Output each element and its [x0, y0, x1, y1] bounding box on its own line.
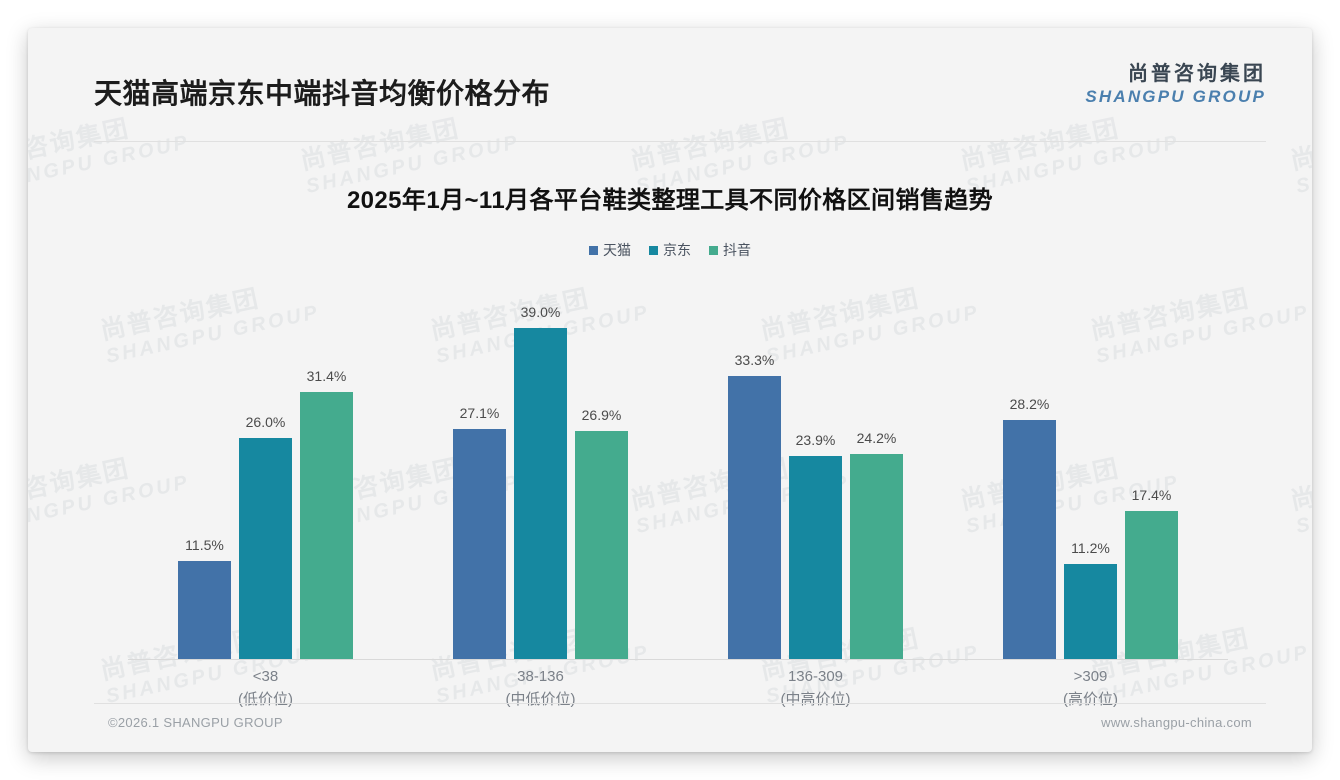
x-axis-line	[128, 659, 1228, 660]
slide-card: 尚普咨询集团 SHANGPU GROUP 尚普咨询集团 SHANGPU GROUP 尚普…	[28, 28, 1312, 752]
bar-京东->309[interactable]	[1064, 564, 1117, 659]
header-divider	[94, 141, 1266, 142]
bar-group: 33.3% 23.9% 24.2%	[678, 278, 953, 659]
bar-slot: 31.4%	[300, 278, 353, 659]
legend-swatch-icon	[589, 245, 598, 255]
bar-value-label: 39.0%	[520, 304, 561, 320]
bar-天猫-38-136[interactable]	[453, 429, 506, 659]
bar-slot: 39.0%	[514, 278, 567, 659]
bar-group: 27.1% 39.0% 26.9%	[403, 278, 678, 659]
footer-divider	[94, 703, 1266, 704]
bar-slot: 23.9%	[789, 278, 842, 659]
legend-label: 抖音	[723, 242, 751, 258]
chart-legend: 天猫 京东 抖音	[28, 240, 1312, 260]
bar-value-label: 23.9%	[795, 432, 836, 448]
bar-抖音-136-309[interactable]	[850, 454, 903, 659]
legend-label: 天猫	[603, 242, 631, 258]
brand-logo-en: SHANGPU GROUP	[1085, 87, 1266, 106]
x-axis-label-sub: (高价位)	[1063, 690, 1118, 708]
x-axis-label-main: 38-136	[517, 668, 564, 685]
bar-京东-136-309[interactable]	[789, 456, 842, 659]
bar-group: 11.5% 26.0% 31.4%	[128, 278, 403, 659]
bar-value-label: 26.0%	[245, 414, 286, 430]
watermark-cn: 尚普咨询集团	[1288, 454, 1312, 516]
bar-slot: 11.2%	[1064, 278, 1117, 659]
bar-slot: 11.5%	[178, 278, 231, 659]
x-axis-label-38-136: 38-136 (中低价位)	[403, 666, 678, 711]
bar-value-label: 33.3%	[734, 352, 775, 368]
chart-plot-area: 11.5% 26.0% 31.4% 27.1% 39.0% 26.9% 33.3% 23.9%…	[128, 278, 1228, 660]
bar-抖音-<38[interactable]	[300, 392, 353, 659]
chart-title: 2025年1月~11月各平台鞋类整理工具不同价格区间销售趋势	[346, 187, 994, 214]
bar-slot: 28.2%	[1003, 278, 1056, 659]
bar-slot: 24.2%	[850, 278, 903, 659]
legend-item-天猫[interactable]: 天猫	[589, 240, 631, 260]
bar-天猫-<38[interactable]	[178, 561, 231, 659]
bar-value-label: 28.2%	[1009, 396, 1050, 412]
legend-item-京东[interactable]: 京东	[649, 240, 691, 260]
bar-value-label: 11.2%	[1071, 540, 1110, 556]
bar-slot: 26.9%	[575, 278, 628, 659]
x-axis-label-main: >309	[1073, 668, 1108, 685]
x-axis-label-<38: <38 (低价位)	[128, 666, 403, 711]
legend-item-抖音[interactable]: 抖音	[709, 240, 751, 260]
legend-swatch-icon	[709, 245, 718, 255]
bar-slot: 26.0%	[239, 278, 292, 659]
bar-value-label: 31.4%	[306, 368, 347, 384]
bar-value-label: 24.2%	[856, 430, 897, 446]
bar-value-label: 26.9%	[581, 407, 622, 423]
bar-value-label: 11.5%	[185, 537, 224, 553]
x-axis-label-136-309: 136-309 (中高价位)	[678, 666, 953, 711]
bar-slot: 27.1%	[453, 278, 506, 659]
slide-header: 天猫高端京东中端抖音均衡价格分布 尚普咨询集团 SHANGPU GROUP	[28, 28, 1312, 118]
x-axis-label-sub: (中低价位)	[505, 690, 576, 708]
footer-copyright: ©2026.1 SHANGPU GROUP	[108, 715, 283, 730]
bar-slot: 17.4%	[1125, 278, 1178, 659]
bar-京东-38-136[interactable]	[514, 328, 567, 659]
bar-value-label: 17.4%	[1131, 487, 1172, 503]
footer-website[interactable]: www.shangpu-china.com	[1101, 715, 1252, 730]
bar-group: 28.2% 11.2% 17.4%	[953, 278, 1228, 659]
brand-logo-cn: 尚普咨询集团	[1128, 63, 1266, 85]
bar-天猫-136-309[interactable]	[728, 376, 781, 659]
page-title: 天猫高端京东中端抖音均衡价格分布	[94, 78, 551, 109]
x-axis-label-sub: (低价位)	[238, 690, 293, 708]
x-axis-labels: <38 (低价位) 38-136 (中低价位) 136-309 (中高价位) >309 (高价…	[128, 666, 1228, 711]
x-axis-label-main: <38	[252, 668, 279, 685]
legend-swatch-icon	[649, 245, 658, 255]
bar-抖音-38-136[interactable]	[575, 431, 628, 659]
brand-logo: 尚普咨询集团 SHANGPU GROUP	[1085, 62, 1266, 107]
bar-抖音->309[interactable]	[1125, 511, 1178, 659]
bar-京东-<38[interactable]	[239, 438, 292, 659]
x-axis-label-main: 136-309	[787, 668, 844, 685]
legend-label: 京东	[663, 242, 691, 258]
bar-groups: 11.5% 26.0% 31.4% 27.1% 39.0% 26.9% 33.3% 23.9%…	[128, 278, 1228, 659]
bar-slot: 33.3%	[728, 278, 781, 659]
x-axis-label->309: >309 (高价位)	[953, 666, 1228, 711]
x-axis-label-sub: (中高价位)	[780, 690, 851, 708]
watermark-en: SHANGPU GROUP	[1293, 471, 1312, 538]
bar-value-label: 27.1%	[459, 405, 500, 421]
bar-天猫->309[interactable]	[1003, 420, 1056, 659]
